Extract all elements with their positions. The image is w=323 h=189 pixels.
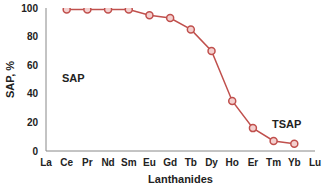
svg-text:Yb: Yb — [288, 157, 301, 168]
svg-text:Gd: Gd — [163, 157, 177, 168]
html-text:SAP: SAP — [62, 72, 85, 84]
svg-text:Eu: Eu — [143, 157, 156, 168]
svg-text:SAP, %: SAP, % — [8, 61, 16, 98]
svg-text:Lu: Lu — [309, 157, 315, 168]
svg-text:Pr: Pr — [82, 157, 93, 168]
svg-text:20: 20 — [27, 117, 39, 128]
svg-text:Lanthanides: Lanthanides — [148, 173, 213, 185]
svg-text:Nd: Nd — [101, 157, 114, 168]
svg-text:La: La — [40, 157, 52, 168]
svg-text:Ce: Ce — [60, 157, 73, 168]
svg-text:Tm: Tm — [266, 157, 281, 168]
svg-text:Dy: Dy — [205, 157, 218, 168]
svg-text:0: 0 — [32, 146, 38, 157]
svg-text:Sm: Sm — [121, 157, 137, 168]
svg-text:Er: Er — [248, 157, 259, 168]
html-text:TSAP: TSAP — [272, 118, 302, 130]
svg-text:40: 40 — [27, 88, 39, 99]
svg-text:80: 80 — [27, 31, 39, 42]
svg-text:Tb: Tb — [185, 157, 197, 168]
svg-text:Ho: Ho — [226, 157, 239, 168]
svg-text:100: 100 — [21, 3, 38, 14]
svg-text:60: 60 — [27, 60, 39, 71]
